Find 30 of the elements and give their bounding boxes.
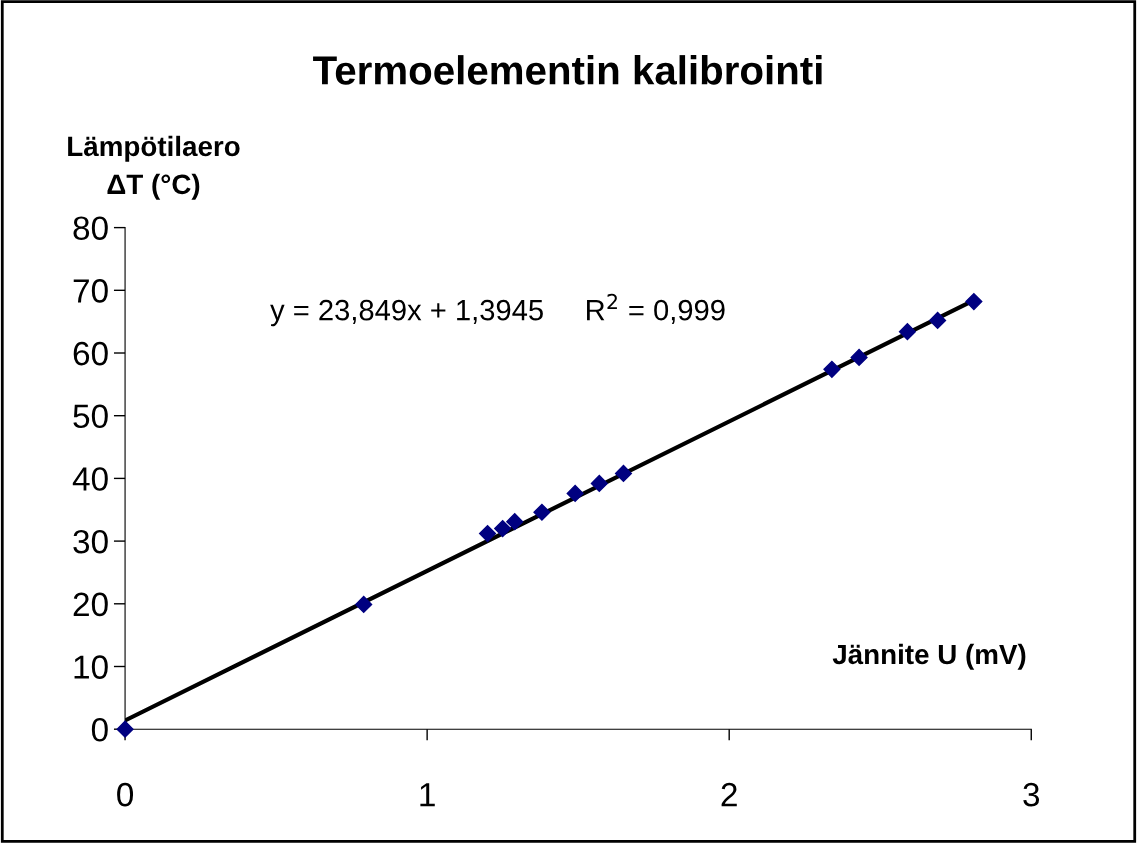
y-tick-label: 50	[73, 404, 108, 429]
point	[590, 474, 608, 492]
point	[823, 360, 841, 378]
y-tick-label: 10	[74, 655, 108, 679]
point	[506, 513, 524, 531]
x-tick-label: 0	[117, 782, 134, 807]
y-tick-label: 40	[72, 467, 108, 491]
point	[850, 348, 868, 366]
x-tick-label: 3	[1023, 782, 1040, 807]
point	[566, 484, 584, 503]
y-tick-label: 20	[73, 592, 108, 617]
point	[355, 595, 373, 613]
chart-title: Termoelementin kalibrointi	[313, 55, 822, 85]
point	[494, 520, 512, 538]
y-tick-label: 30	[73, 529, 108, 554]
point	[898, 323, 916, 341]
x-tick-label: 2	[721, 782, 737, 807]
point	[614, 464, 633, 482]
y-tick-label: 0	[91, 718, 108, 742]
point	[965, 293, 983, 311]
point	[929, 311, 947, 329]
x-tick-label: 1	[420, 783, 435, 807]
y-tick-label: 70	[73, 279, 108, 303]
annotation: y = 23,849x + 1,3945 R$^{2}$ = 0,999	[270, 293, 725, 327]
y-axis-title: Lämpötilaero ΔT (°C)	[68, 135, 240, 200]
y-tick-label: 80	[73, 216, 108, 241]
point	[478, 525, 497, 543]
y-tick-label: 60	[73, 341, 108, 366]
point	[533, 503, 551, 521]
x-axis-title: Jännite U (mV)	[832, 643, 1026, 670]
